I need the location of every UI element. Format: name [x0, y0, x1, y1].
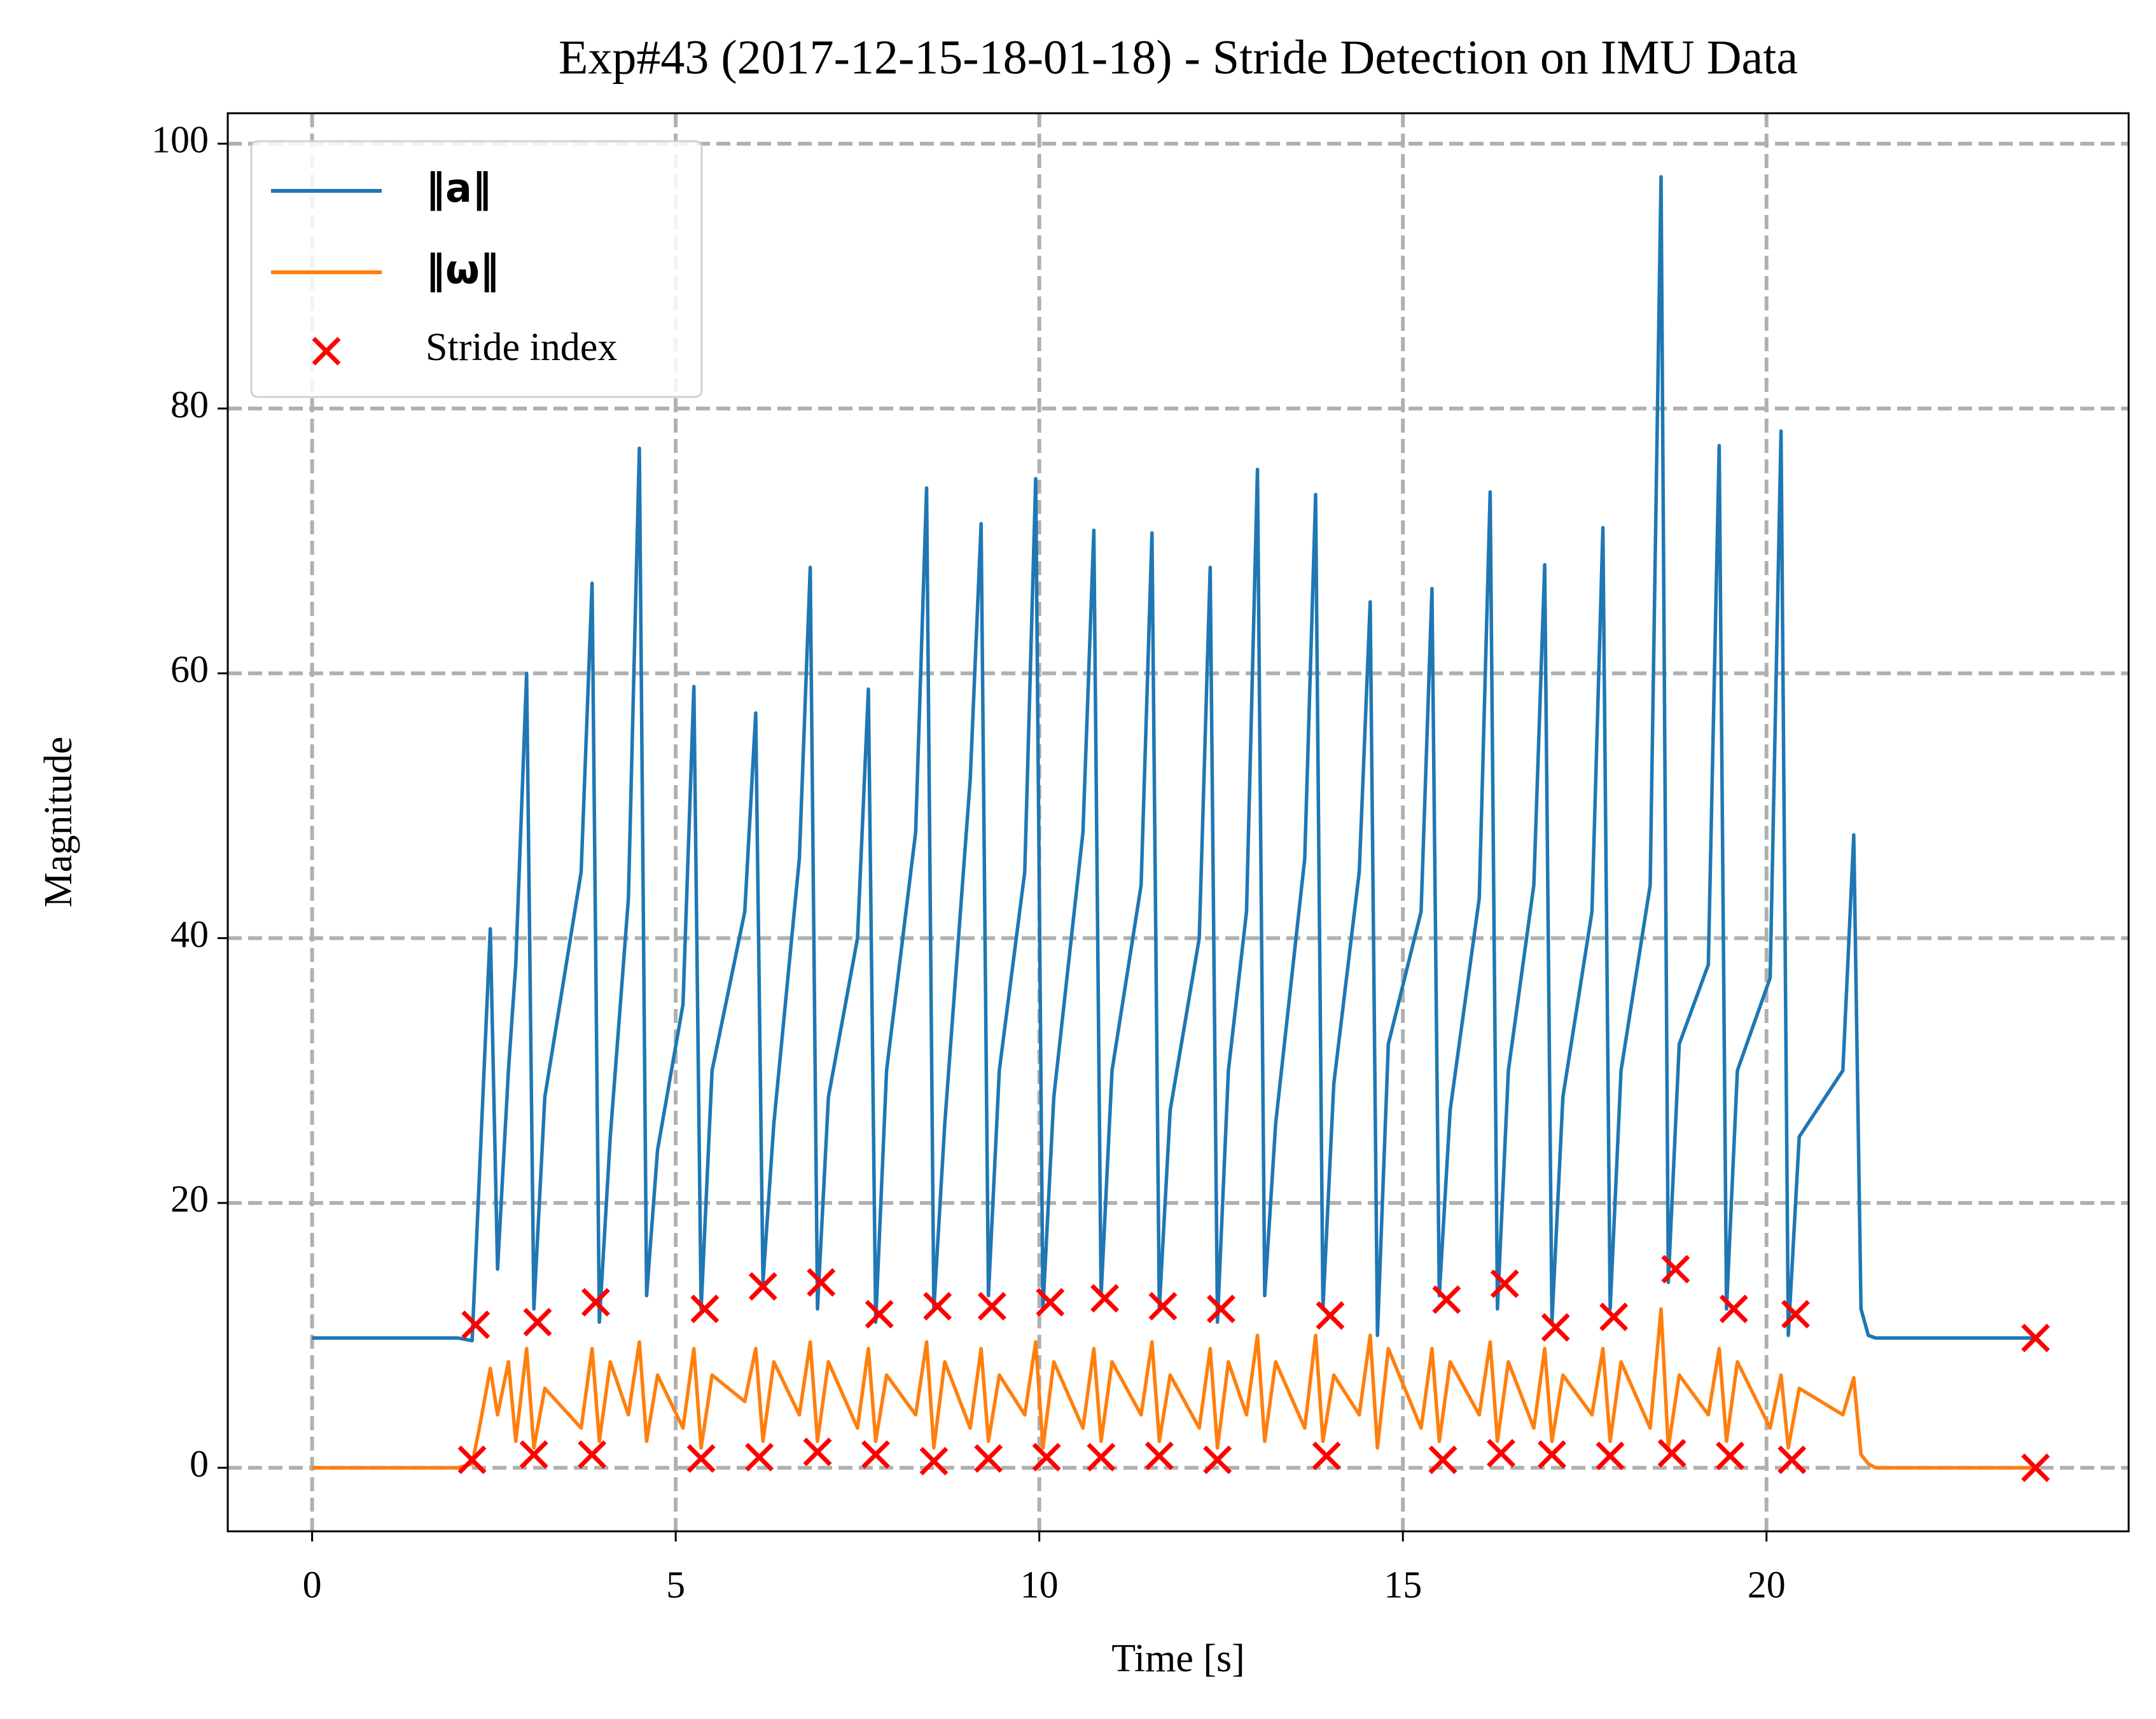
y-tick-label: 0 — [190, 1443, 209, 1485]
stride-marker — [1312, 1441, 1341, 1470]
stride-marker — [2021, 1453, 2050, 1482]
stride-marker — [1541, 1313, 1570, 1342]
stride-marker — [457, 1445, 487, 1475]
legend-label: ‖ω‖ — [426, 246, 499, 293]
stride-marker — [2021, 1323, 2050, 1353]
x-axis-label: Time [s] — [1111, 1637, 1245, 1680]
stride-marker — [1203, 1445, 1232, 1475]
y-tick-label: 40 — [170, 913, 209, 955]
stride-marker — [1657, 1438, 1687, 1468]
y-tick-label: 60 — [170, 648, 209, 690]
x-tick-label: 15 — [1384, 1564, 1422, 1606]
stride-marker — [1596, 1441, 1625, 1470]
stride-marker — [1490, 1269, 1519, 1298]
stride-marker — [1661, 1255, 1690, 1284]
data-line — [312, 175, 2036, 1343]
stride-marker — [578, 1440, 607, 1469]
stride-marker — [1781, 1300, 1810, 1329]
plot-frame — [226, 112, 2130, 1533]
legend-box — [250, 140, 703, 398]
y-axis-label: Magnitude — [37, 737, 80, 908]
x-tick-label: 20 — [1748, 1564, 1786, 1606]
stride-marker — [803, 1437, 832, 1466]
stride-marker — [748, 1272, 777, 1301]
stride-marker — [461, 1310, 490, 1339]
stride-marker — [690, 1294, 720, 1323]
stride-marker — [1032, 1442, 1061, 1472]
stride-marker — [1087, 1442, 1116, 1472]
stride-marker — [807, 1268, 836, 1297]
stride-marker — [1144, 1441, 1174, 1470]
stride-marker — [865, 1300, 894, 1329]
stride-marker — [1036, 1288, 1065, 1317]
chart-title: Exp#43 (2017-12-15-18-01-18) - Stride De… — [559, 31, 1798, 84]
stride-marker — [1487, 1438, 1516, 1468]
stride-marker — [523, 1307, 552, 1337]
stride-marker — [1428, 1445, 1457, 1475]
stride-marker — [1719, 1294, 1748, 1323]
x-tick-label: 10 — [1020, 1564, 1059, 1606]
stride-marker — [1599, 1302, 1629, 1332]
legend-label: Stride index — [426, 326, 617, 369]
stride-marker — [1716, 1441, 1745, 1470]
stride-marker — [923, 1291, 952, 1321]
stride-marker — [974, 1444, 1003, 1473]
data-line — [312, 1307, 2036, 1470]
stride-marker — [519, 1440, 548, 1469]
stride-marker — [1777, 1445, 1807, 1475]
stride-marker — [1090, 1284, 1120, 1313]
stride-marker — [745, 1442, 774, 1472]
stride-marker — [581, 1288, 610, 1317]
stride-marker — [1432, 1285, 1461, 1314]
stride-marker — [977, 1291, 1006, 1321]
y-tick-label: 20 — [170, 1178, 209, 1220]
x-tick-label: 5 — [666, 1564, 685, 1606]
legend-label: ‖a‖ — [426, 165, 492, 212]
stride-marker — [861, 1440, 890, 1469]
stride-marker — [686, 1444, 716, 1473]
y-tick-label: 80 — [170, 384, 209, 426]
y-tick-label: 100 — [151, 119, 209, 161]
legend-swatch — [312, 337, 341, 366]
x-tick-label: 0 — [303, 1564, 322, 1606]
stride-marker — [1148, 1291, 1178, 1321]
stride-marker — [1316, 1301, 1345, 1330]
stride-marker — [1206, 1294, 1235, 1323]
stride-marker — [1538, 1440, 1567, 1469]
stride-marker — [919, 1447, 949, 1476]
